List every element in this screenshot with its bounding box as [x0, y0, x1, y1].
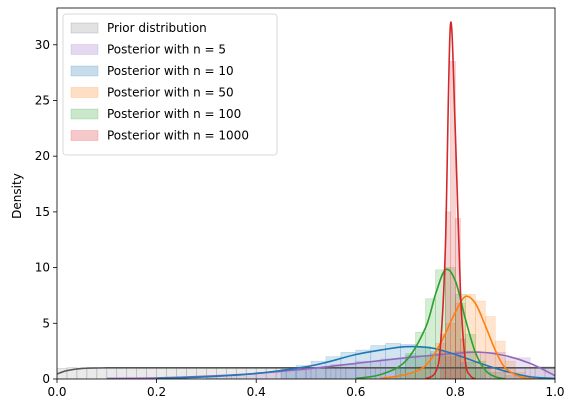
hist-bar-5-1	[445, 211, 451, 379]
hist-bar-0-3	[86, 367, 98, 379]
legend-label-1: Posterior with n = 5	[107, 43, 226, 57]
y-axis-label: Density	[10, 173, 24, 219]
kde-line-5	[425, 21, 476, 379]
hist-bar-4-3	[425, 298, 436, 379]
hist-bar-0-1	[66, 367, 78, 379]
y-tick-label-1: 5	[42, 316, 50, 330]
legend-swatch-3	[70, 87, 99, 98]
axes-frame	[56, 7, 556, 380]
legend-swatch-1	[70, 44, 99, 55]
x-tick-label-4: 0.8	[446, 385, 465, 399]
hist-bar-0-0	[57, 368, 68, 379]
hist-bar-0-4	[96, 367, 108, 379]
y-tick-label-5: 25	[35, 93, 50, 107]
legend-label-3: Posterior with n = 50	[107, 86, 234, 100]
x-tick-label-3: 0.6	[346, 385, 365, 399]
y-tick-label-6: 30	[35, 38, 50, 52]
hist-bar-3-7	[475, 300, 486, 379]
hist-bar-1-11	[479, 351, 506, 379]
hist-bar-0-5	[106, 367, 118, 379]
legend-swatch-5	[70, 130, 99, 141]
legend-label-5: Posterior with n = 1000	[107, 129, 249, 143]
x-tick-label-1: 0.2	[147, 385, 166, 399]
x-tick-label-5: 1.0	[545, 385, 564, 399]
hist-bar-0-6	[116, 367, 128, 379]
legend-label-4: Posterior with n = 100	[107, 107, 241, 121]
legend-box	[62, 13, 278, 156]
axes: 0.0 0.2 0.4 0.6 0.8 1.0 0 5 10 15 20 25 30	[35, 7, 565, 399]
x-tick-label-0: 0.0	[47, 385, 66, 399]
hist-bar-3-8	[484, 316, 496, 379]
hist-bar-4-7	[465, 334, 476, 379]
hist-group-1	[206, 350, 555, 379]
kde-line-0	[57, 367, 555, 375]
legend-swatch-4	[70, 108, 99, 120]
hist-bar-4-0	[395, 367, 406, 379]
legend-label-2: Posterior with n = 10	[107, 64, 234, 78]
x-tick-label-2: 0.4	[247, 385, 266, 399]
plot-area	[57, 21, 555, 379]
legend-swatch-0	[70, 22, 99, 34]
kde-line-3	[380, 295, 536, 379]
hist-bar-0-2	[76, 367, 88, 379]
legend-swatch-2	[70, 65, 99, 77]
y-tick-label-0: 0	[42, 372, 50, 386]
kde-line-4	[355, 268, 506, 379]
y-tick-label-3: 15	[35, 205, 50, 219]
hist-bar-2-7	[385, 343, 401, 379]
legend: Prior distribution Posterior with n = 5 Po…	[62, 13, 278, 156]
hist-bar-3-1	[415, 366, 426, 379]
y-tick-label-2: 10	[35, 261, 50, 275]
legend-label-0: Prior distribution	[107, 21, 207, 35]
kde-line-2	[156, 345, 555, 379]
y-tick-label-4: 20	[35, 149, 50, 163]
hist-bar-0-7	[126, 367, 137, 379]
